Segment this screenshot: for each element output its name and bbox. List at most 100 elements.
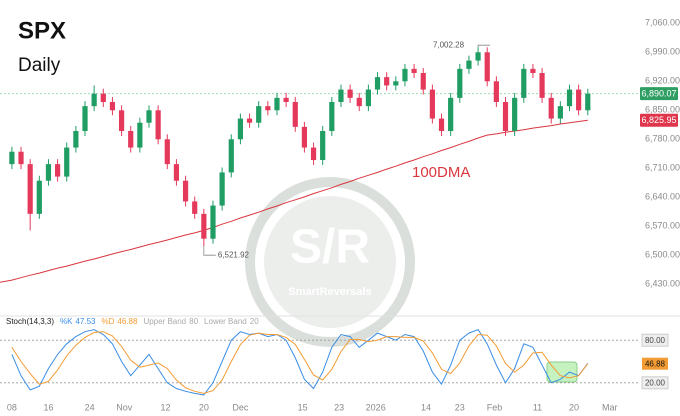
candle-body <box>301 126 308 148</box>
candle-body <box>137 122 143 148</box>
x-tick-label: Nov <box>116 402 133 412</box>
candle-body <box>73 131 79 148</box>
band-name: Upper Band <box>143 317 186 326</box>
x-tick-label: 14 <box>421 402 431 412</box>
band-name: Lower Band <box>204 317 247 326</box>
candle-body <box>585 93 591 111</box>
oscillator-line <box>11 331 589 394</box>
x-tick-label: Dec <box>232 402 249 412</box>
x-tick-label: 08 <box>7 402 17 412</box>
candle-body <box>182 180 189 202</box>
candle-body <box>9 151 15 165</box>
candle-body <box>210 205 216 239</box>
candle-body <box>338 89 344 102</box>
price-annotation: 6,521.92 <box>218 250 250 259</box>
candle-body <box>118 110 125 131</box>
candle-body <box>457 68 463 98</box>
x-tick-label: 15 <box>298 402 308 412</box>
candle-body <box>548 97 554 119</box>
watermark-name: SmartReversals <box>288 286 371 298</box>
candle-body <box>356 97 362 107</box>
price-box-label: 6,825.95 <box>641 115 676 125</box>
candle-body <box>82 106 88 131</box>
x-tick-label: 12 <box>160 402 170 412</box>
value-box-label: 46.88 <box>645 359 666 368</box>
x-tick-label: 20 <box>199 402 209 412</box>
y-tick-label: 7,060.00 <box>645 18 680 28</box>
candle-body <box>374 77 381 90</box>
candle-body <box>109 102 116 111</box>
y-tick-box <box>641 376 669 390</box>
price-annotation: 7,002.28 <box>433 40 465 49</box>
indicator-legend: Stoch(14,3,3) %K 47.53 %D 46.88 Upper Band 80 L… <box>6 317 259 326</box>
chart-title: SPX <box>18 17 66 44</box>
candle-body <box>512 97 518 131</box>
candle-body <box>393 81 399 86</box>
band-value: 80 <box>189 317 198 326</box>
candle-body <box>36 180 42 214</box>
price-box <box>640 113 678 127</box>
watermark-disc <box>264 196 396 328</box>
candle-body <box>466 60 472 69</box>
candle-body <box>576 89 582 111</box>
band-value: 20 <box>250 317 259 326</box>
candle-body <box>521 68 527 98</box>
candle-body <box>448 97 454 131</box>
candle-body <box>475 52 481 61</box>
candle-body <box>256 106 262 123</box>
x-tick-label: 11 <box>533 402 542 412</box>
candle-body <box>219 172 225 206</box>
candle-body <box>100 93 106 102</box>
y-tick-label: 80.00 <box>645 336 666 345</box>
x-tick-label: 16 <box>43 402 53 412</box>
candle-body <box>246 118 253 123</box>
y-tick-label: 6,990.00 <box>645 47 680 57</box>
candle-body <box>530 68 536 73</box>
candle-body <box>429 89 435 119</box>
candle-body <box>64 147 70 177</box>
candle-body <box>402 68 408 82</box>
oscillator-line <box>11 328 589 396</box>
candle-body <box>365 89 371 107</box>
leader-line <box>203 246 216 256</box>
candle-body <box>283 97 289 102</box>
highlight-box <box>546 361 578 383</box>
y-tick-label: 6,570.00 <box>645 221 680 231</box>
moving-average-line <box>0 119 588 283</box>
candle-body <box>146 110 152 123</box>
leader-line <box>477 44 491 48</box>
y-tick-label: 6,920.00 <box>645 76 680 86</box>
y-tick-label: 6,500.00 <box>645 250 680 260</box>
legend-value: 46.88 <box>117 317 138 326</box>
legend-name: %D <box>102 317 115 326</box>
y-tick-label: 6,780.00 <box>645 134 680 144</box>
candle-body <box>411 68 417 73</box>
candle-body <box>557 106 563 119</box>
x-tick-label: 20 <box>569 402 579 412</box>
candle-body <box>438 118 445 131</box>
price-box-label: 6,890.07 <box>641 89 676 99</box>
candle-body <box>484 52 490 82</box>
x-tick-label: 23 <box>455 402 465 412</box>
x-tick-label: 2026 <box>366 402 386 412</box>
candle-body <box>54 164 61 177</box>
candle-body <box>539 73 545 98</box>
candle-body <box>201 213 207 239</box>
legend-value: 47.53 <box>75 317 96 326</box>
candle-body <box>91 93 97 107</box>
candle-body <box>502 102 509 131</box>
x-tick-label: 23 <box>334 402 344 412</box>
y-tick-label: 6,710.00 <box>645 163 680 173</box>
candle-body <box>45 164 52 181</box>
y-tick-label: 20.00 <box>645 378 666 387</box>
candle-body <box>164 139 170 165</box>
x-tick-label: 24 <box>85 402 95 412</box>
watermark-ring <box>245 177 415 347</box>
candle-body <box>566 89 573 107</box>
value-box <box>642 357 668 370</box>
indicator-name: Stoch(14,3,3) <box>6 317 54 326</box>
candle-body <box>155 110 161 140</box>
candle-body <box>27 164 33 214</box>
